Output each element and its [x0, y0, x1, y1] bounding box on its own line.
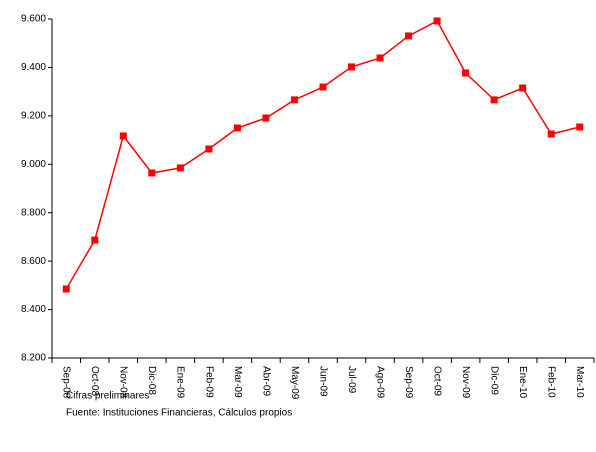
x-tick-label: Mar-10	[574, 366, 585, 398]
x-tick-label: Sep-08	[61, 366, 72, 399]
x-tick-label: Abr-09	[260, 366, 271, 396]
y-tick-label: 9.400	[21, 62, 46, 73]
note: Cifras preliminares	[66, 391, 149, 402]
x-tick-label: Dic-08	[146, 366, 157, 395]
x-tick-label: Oct-08	[89, 366, 100, 396]
marker	[91, 236, 99, 244]
marker	[547, 130, 555, 138]
x-tick-label: Feb-09	[203, 366, 214, 398]
x-tick-label: Ago-09	[374, 366, 385, 399]
marker	[233, 124, 241, 132]
marker	[148, 169, 156, 177]
x-tick-label: Jul-09	[346, 366, 357, 394]
marker	[62, 285, 70, 293]
marker	[405, 32, 413, 40]
line	[65, 19, 580, 290]
note: Fuente: Instituciones Financieras, Cálcu…	[66, 408, 292, 419]
marker	[205, 145, 213, 153]
marker	[433, 17, 441, 25]
x-tick-label: Jun-09	[317, 366, 328, 397]
x-tick-label: Ene-10	[517, 366, 528, 399]
marker	[348, 63, 356, 71]
marker	[462, 69, 470, 77]
marker	[490, 96, 498, 104]
marker	[376, 54, 384, 62]
x-tick-label: Feb-10	[546, 366, 557, 398]
x-tick-label: Mar-09	[232, 366, 243, 398]
y-tick-label: 8.200	[21, 353, 46, 364]
x-tick-label: Nov-08	[118, 366, 129, 399]
y-tick-label: 8.800	[21, 207, 46, 218]
x-tick-label: Dic-09	[489, 366, 500, 395]
x-tick-label: Sep-09	[403, 366, 414, 399]
y-tick-label: 9.000	[21, 159, 46, 170]
y-tick-label: 9.600	[21, 14, 46, 25]
y-tick-label: 8.600	[21, 256, 46, 267]
x-tick-label: Ene-09	[175, 366, 186, 399]
marker	[519, 84, 527, 92]
y-tick-label: 9.200	[21, 110, 46, 121]
marker	[262, 114, 270, 122]
marker	[119, 132, 127, 140]
marker	[576, 123, 584, 131]
x-tick-label: May-09	[289, 366, 300, 400]
marker	[319, 83, 327, 91]
marker	[290, 96, 298, 104]
marker	[176, 164, 184, 172]
y-tick-label: 8.400	[21, 304, 46, 315]
x-tick-label: Nov-09	[460, 366, 471, 399]
x-tick-label: Oct-09	[431, 366, 442, 396]
